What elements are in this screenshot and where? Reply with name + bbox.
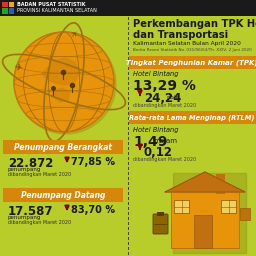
Text: 0,12: 0,12 (144, 146, 173, 159)
Polygon shape (165, 172, 245, 192)
Text: dibandingkan Maret 2020: dibandingkan Maret 2020 (133, 157, 196, 162)
FancyBboxPatch shape (129, 56, 256, 69)
Text: poin: poin (166, 95, 180, 100)
FancyBboxPatch shape (8, 2, 14, 7)
Text: 24,24: 24,24 (144, 92, 181, 105)
Polygon shape (52, 88, 70, 102)
FancyBboxPatch shape (129, 111, 256, 124)
Text: Perkembangan TPK Hotel: Perkembangan TPK Hotel (133, 19, 256, 29)
FancyBboxPatch shape (2, 8, 7, 14)
Circle shape (14, 32, 114, 132)
FancyBboxPatch shape (157, 212, 164, 216)
FancyBboxPatch shape (2, 2, 7, 7)
Text: BADAN PUSAT STATISTIK: BADAN PUSAT STATISTIK (17, 3, 86, 7)
Text: dan Transportasi: dan Transportasi (133, 30, 228, 40)
Text: 17.587: 17.587 (8, 205, 54, 218)
FancyBboxPatch shape (174, 200, 189, 213)
Text: 22.872: 22.872 (8, 157, 53, 170)
Text: 83,70 %: 83,70 % (71, 205, 115, 215)
FancyBboxPatch shape (171, 190, 239, 248)
Text: malam: malam (153, 138, 177, 144)
Text: Penumpang Datang: Penumpang Datang (21, 190, 105, 199)
FancyBboxPatch shape (216, 174, 225, 194)
FancyBboxPatch shape (3, 188, 123, 202)
FancyBboxPatch shape (153, 214, 168, 234)
Text: Hotel Bintang: Hotel Bintang (133, 71, 178, 77)
FancyBboxPatch shape (3, 140, 123, 154)
FancyBboxPatch shape (240, 208, 250, 220)
Text: Rata-rata Lama Menginap (RTLM): Rata-rata Lama Menginap (RTLM) (129, 114, 255, 121)
Text: dibandingkan Maret 2020: dibandingkan Maret 2020 (133, 103, 196, 108)
Text: dibandingkan Maret 2020: dibandingkan Maret 2020 (8, 172, 71, 177)
Text: ✈: ✈ (13, 62, 23, 74)
Text: penumpang: penumpang (8, 215, 41, 220)
Circle shape (16, 34, 116, 134)
Text: ✈: ✈ (69, 28, 81, 40)
Text: Kalimantan Selatan Bulan April 2020: Kalimantan Selatan Bulan April 2020 (133, 41, 241, 46)
Text: penumpang: penumpang (8, 167, 41, 172)
Text: Hotel Bintang: Hotel Bintang (133, 127, 178, 133)
FancyBboxPatch shape (0, 0, 256, 16)
Text: 77,85 %: 77,85 % (71, 157, 115, 167)
Text: 1,49: 1,49 (133, 135, 167, 149)
FancyBboxPatch shape (8, 8, 14, 14)
Polygon shape (42, 58, 80, 85)
Text: dibandingkan Maret 2020: dibandingkan Maret 2020 (8, 220, 71, 225)
Text: Penumpang Berangkat: Penumpang Berangkat (14, 143, 112, 152)
Text: Berita Resmi Statistik No. 031/06/63/Th. XXIV, 2 Juni 2020: Berita Resmi Statistik No. 031/06/63/Th.… (133, 48, 252, 52)
FancyBboxPatch shape (194, 215, 212, 248)
Text: Tingkat Penghunian Kamar (TPK): Tingkat Penghunian Kamar (TPK) (126, 59, 256, 66)
FancyBboxPatch shape (221, 200, 236, 213)
Polygon shape (173, 173, 246, 253)
Text: PROVINSI KALIMANTAN SELATAN: PROVINSI KALIMANTAN SELATAN (17, 8, 97, 14)
Text: 13,29 %: 13,29 % (133, 79, 196, 93)
